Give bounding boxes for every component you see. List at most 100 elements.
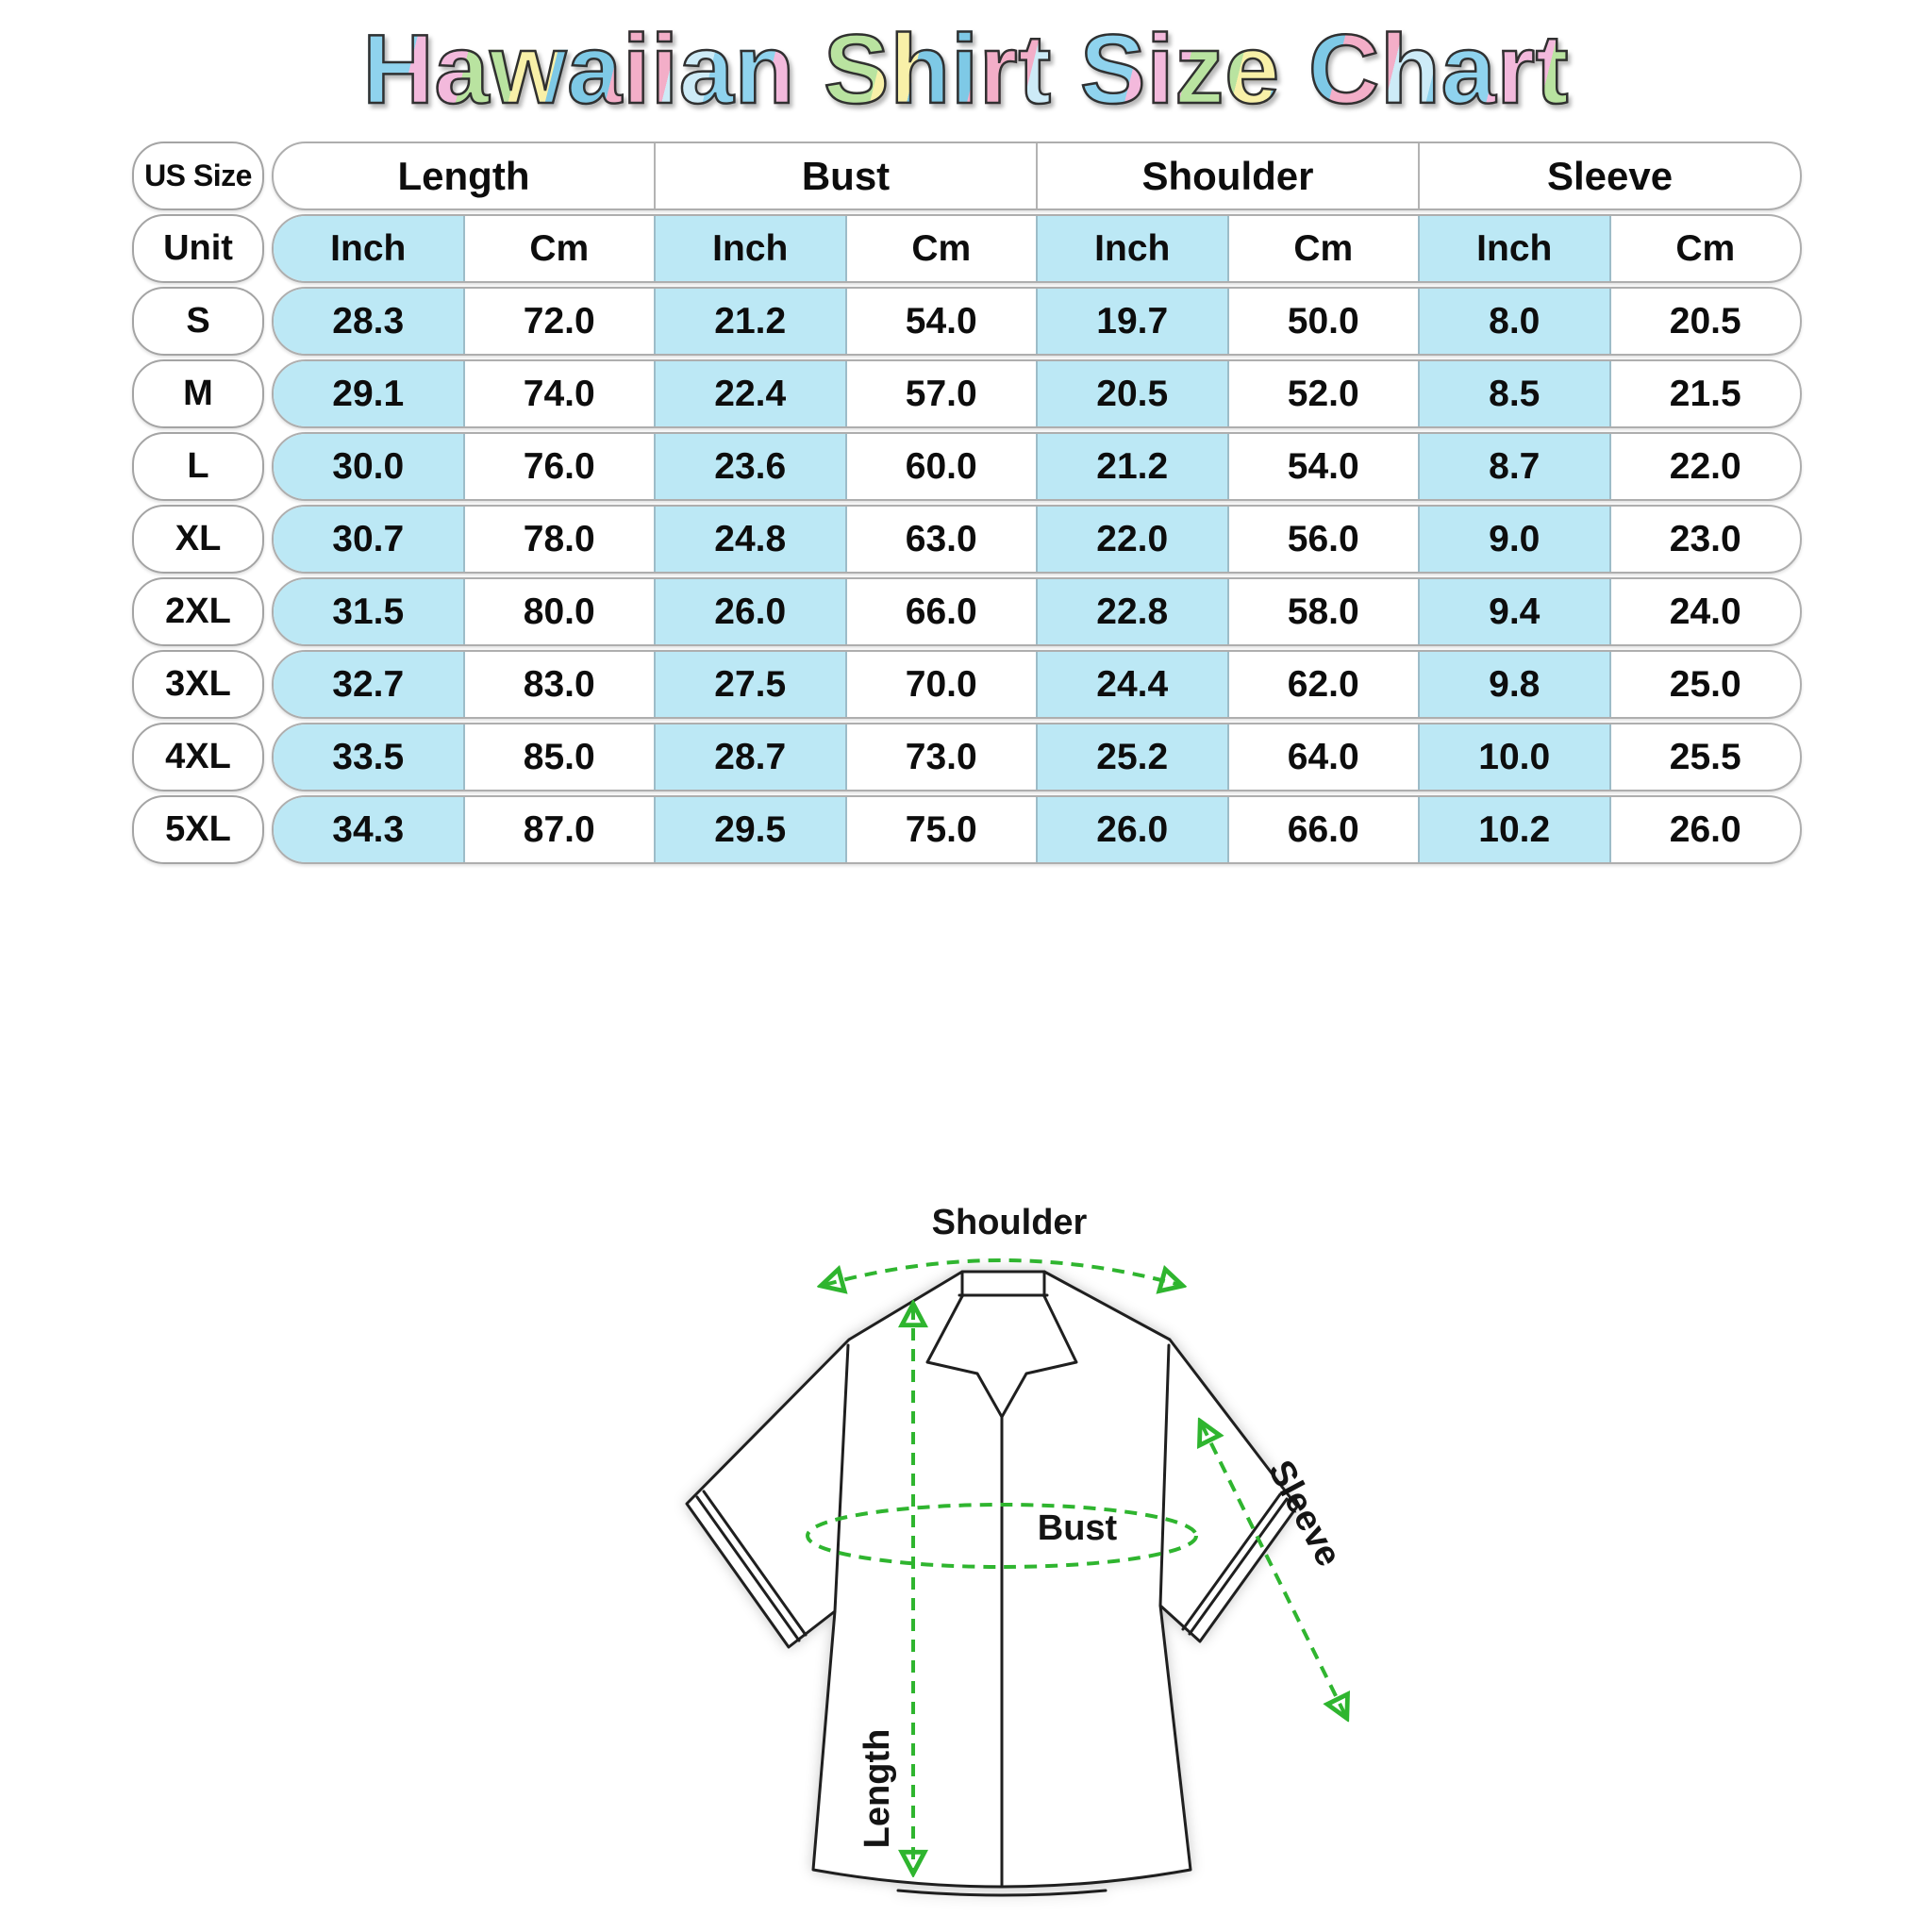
table-cell: 24.4 (1036, 652, 1227, 717)
row-bar: 29.1 74.0 22.4 57.0 20.5 52.0 8.5 21.5 (272, 359, 1802, 428)
table-cell: 19.7 (1036, 289, 1227, 354)
sleeve-arrow (1202, 1424, 1345, 1715)
table-cell: 25.5 (1608, 724, 1801, 790)
table-row: S 28.3 72.0 21.2 54.0 19.7 50.0 8.0 20.5 (132, 287, 1802, 356)
table-cell: 62.0 (1226, 652, 1419, 717)
table-cell: 21.2 (1036, 434, 1227, 499)
row-bar: 31.5 80.0 26.0 66.0 22.8 58.0 9.4 24.0 (272, 577, 1802, 646)
table-cell: 28.7 (654, 724, 845, 790)
table-cell: 75.0 (844, 797, 1037, 862)
table-cell: 72.0 (462, 289, 655, 354)
table-cell: 25.2 (1036, 724, 1227, 790)
table-cell: 9.8 (1418, 652, 1609, 717)
table-cell: 8.7 (1418, 434, 1609, 499)
table-cell: 83.0 (462, 652, 655, 717)
table-cell: 74.0 (462, 361, 655, 426)
table-cell: 9.4 (1418, 579, 1609, 644)
row-bar: 32.7 83.0 27.5 70.0 24.4 62.0 9.8 25.0 (272, 650, 1802, 719)
table-cell: 52.0 (1226, 361, 1419, 426)
table-cell: 27.5 (654, 652, 845, 717)
size-table: US Size Length Bust Shoulder Sleeve Unit… (132, 142, 1802, 868)
unit-cell: Cm (1608, 216, 1801, 281)
shoulder-label: Shoulder (932, 1203, 1088, 1242)
table-cell: 21.2 (654, 289, 845, 354)
size-label: XL (132, 505, 264, 574)
measurement-header-bar: Length Bust Shoulder Sleeve (272, 142, 1802, 210)
unit-cell: Inch (654, 216, 845, 281)
table-cell: 32.7 (274, 652, 463, 717)
size-label: 3XL (132, 650, 264, 719)
table-cell: 22.4 (654, 361, 845, 426)
unit-cell: Inch (1418, 216, 1609, 281)
table-cell: 29.5 (654, 797, 845, 862)
table-row: 4XL 33.5 85.0 28.7 73.0 25.2 64.0 10.0 2… (132, 723, 1802, 791)
size-label: 2XL (132, 577, 264, 646)
page-title: Hawaiian Shirt Size Chart (0, 17, 1932, 123)
table-cell: 30.7 (274, 507, 463, 572)
table-cell: 87.0 (462, 797, 655, 862)
table-cell: 23.6 (654, 434, 845, 499)
unit-cell: Cm (844, 216, 1037, 281)
table-cell: 33.5 (274, 724, 463, 790)
table-cell: 57.0 (844, 361, 1037, 426)
table-cell: 54.0 (844, 289, 1037, 354)
unit-cell: Cm (462, 216, 655, 281)
size-label: M (132, 359, 264, 428)
table-row: L 30.0 76.0 23.6 60.0 21.2 54.0 8.7 22.0 (132, 432, 1802, 501)
table-cell: 60.0 (844, 434, 1037, 499)
row-bar: 30.7 78.0 24.8 63.0 22.0 56.0 9.0 23.0 (272, 505, 1802, 574)
size-label: L (132, 432, 264, 501)
row-bar: 33.5 85.0 28.7 73.0 25.2 64.0 10.0 25.5 (272, 723, 1802, 791)
table-row: 3XL 32.7 83.0 27.5 70.0 24.4 62.0 9.8 25… (132, 650, 1802, 719)
row-bar: 28.3 72.0 21.2 54.0 19.7 50.0 8.0 20.5 (272, 287, 1802, 356)
length-label: Length (858, 1729, 897, 1849)
table-row: XL 30.7 78.0 24.8 63.0 22.0 56.0 9.0 23.… (132, 505, 1802, 574)
table-row: M 29.1 74.0 22.4 57.0 20.5 52.0 8.5 21.5 (132, 359, 1802, 428)
table-cell: 80.0 (462, 579, 655, 644)
table-cell: 66.0 (844, 579, 1037, 644)
table-cell: 10.2 (1418, 797, 1609, 862)
unit-cell: Inch (1036, 216, 1227, 281)
table-cell: 34.3 (274, 797, 463, 862)
shirt-outline (685, 1270, 1299, 1897)
shoulder-arrow (824, 1258, 1179, 1285)
table-cell: 30.0 (274, 434, 463, 499)
row-bar: 30.0 76.0 23.6 60.0 21.2 54.0 8.7 22.0 (272, 432, 1802, 501)
table-cell: 28.3 (274, 289, 463, 354)
table-cell: 26.0 (654, 579, 845, 644)
table-cell: 54.0 (1226, 434, 1419, 499)
table-cell: 29.1 (274, 361, 463, 426)
bust-label: Bust (1038, 1508, 1118, 1548)
unit-bar: Inch Cm Inch Cm Inch Cm Inch Cm (272, 214, 1802, 283)
col-group-sleeve: Sleeve (1418, 143, 1800, 208)
table-cell: 23.0 (1608, 507, 1801, 572)
table-header-row: US Size Length Bust Shoulder Sleeve (132, 142, 1802, 210)
shirt-measurement-diagram: Shoulder Sleeve Bust Length (685, 1203, 1377, 1897)
size-label: S (132, 287, 264, 356)
table-cell: 56.0 (1226, 507, 1419, 572)
table-cell: 24.8 (654, 507, 845, 572)
table-cell: 10.0 (1418, 724, 1609, 790)
table-cell: 70.0 (844, 652, 1037, 717)
table-cell: 26.0 (1036, 797, 1227, 862)
table-row: 5XL 34.3 87.0 29.5 75.0 26.0 66.0 10.2 2… (132, 795, 1802, 864)
table-cell: 24.0 (1608, 579, 1801, 644)
row-bar: 34.3 87.0 29.5 75.0 26.0 66.0 10.2 26.0 (272, 795, 1802, 864)
bust-ellipse (806, 1503, 1198, 1569)
table-cell: 64.0 (1226, 724, 1419, 790)
table-cell: 26.0 (1608, 797, 1801, 862)
col-group-shoulder: Shoulder (1036, 143, 1418, 208)
table-unit-row: Unit Inch Cm Inch Cm Inch Cm Inch Cm (132, 214, 1802, 283)
table-cell: 76.0 (462, 434, 655, 499)
table-row: 2XL 31.5 80.0 26.0 66.0 22.8 58.0 9.4 24… (132, 577, 1802, 646)
table-cell: 63.0 (844, 507, 1037, 572)
table-cell: 20.5 (1036, 361, 1227, 426)
table-cell: 8.0 (1418, 289, 1609, 354)
table-cell: 73.0 (844, 724, 1037, 790)
unit-cell: Cm (1226, 216, 1419, 281)
unit-header: Unit (132, 214, 264, 283)
size-label: 5XL (132, 795, 264, 864)
table-cell: 25.0 (1608, 652, 1801, 717)
unit-cell: Inch (274, 216, 463, 281)
